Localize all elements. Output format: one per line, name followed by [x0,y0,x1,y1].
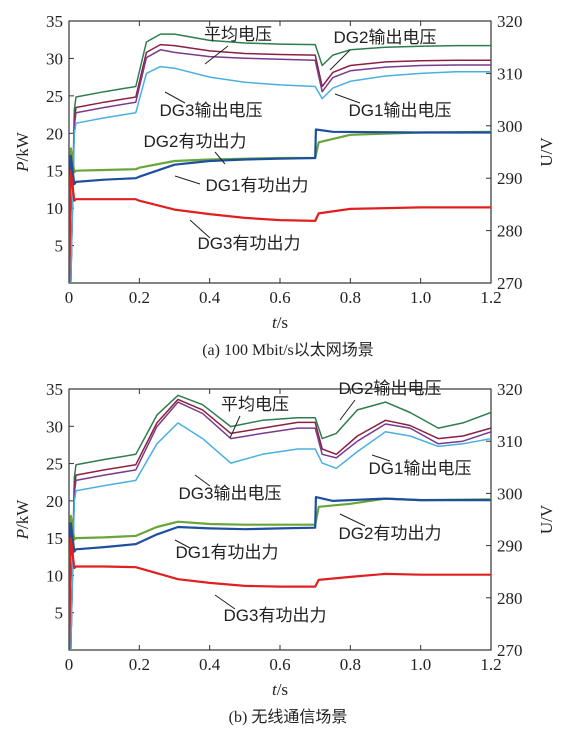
annotation-leader [339,513,366,527]
x-tick-label: 1.0 [410,288,431,307]
y-left-tick-label: 10 [46,566,63,585]
annotation-label: DG3有功出力 [198,234,301,253]
y-left-tick-label: 35 [46,12,63,31]
y-left-axis-label: P/kW [13,131,32,173]
y-left-tick-label: 5 [55,237,64,256]
y-left-tick-label: 20 [46,124,63,143]
x-tick-label: 0 [65,655,74,674]
annotation-leader [204,45,229,65]
series-line-DG3输出电压 [70,65,491,283]
annotation-leader [174,539,191,549]
series-line-DG2有功出力 [69,497,491,650]
series-line-DG2输出电压 [70,394,491,650]
panel-caption: (a) 100 Mbit/s以太网场景 [202,341,374,359]
y-right-tick-label: 310 [497,432,523,451]
annotation-leader [214,594,236,610]
y-right-tick-label: 290 [497,537,523,556]
annotation-label: DG1输出电压 [369,459,472,478]
y-right-tick-label: 320 [497,12,523,31]
x-tick-label: 0.8 [340,655,361,674]
y-right-axis-label: U/V [537,504,556,534]
y-right-tick-label: 270 [497,274,523,293]
y-right-tick-label: 290 [497,169,523,188]
y-right-tick-label: 280 [497,222,523,241]
annotation-label: DG3有功出力 [224,606,327,625]
x-tick-label: 0.6 [269,288,290,307]
annotation-label: DG1有功出力 [176,543,279,562]
x-tick-label: 0.4 [199,288,221,307]
x-tick-label: 0.2 [129,288,150,307]
series-line-DG1有功出力 [69,128,491,283]
annotation-label: DG1有功出力 [206,176,309,195]
series-group [69,33,491,283]
annotation-leader [214,151,226,165]
annotation-label: DG2有功出力 [339,524,442,543]
x-axis-label: t/s [272,680,288,699]
y-right-tick-label: 280 [497,589,523,608]
y-left-axis-label: P/kW [13,499,32,541]
x-tick-label: 0.6 [269,655,290,674]
annotation-leader [329,49,351,71]
annotation-label: 平均电压 [221,395,289,414]
x-tick-label: 0.4 [199,655,221,674]
series-line-平均电压 [70,398,491,650]
y-right-tick-label: 300 [497,117,523,136]
annotation-leader [229,415,241,439]
annotation-label: DG3输出电压 [179,484,282,503]
annotation-label: DG3输出电压 [160,101,263,120]
y-left-tick-label: 5 [55,604,64,623]
x-tick-label: 0.8 [340,288,361,307]
panel-b: 0 0.2 0.4 0.6 0.8 1.0 1.2 5 10 15 20 25 30 35 270 280 29… [13,379,556,726]
y-left-tick-label: 30 [46,49,63,68]
y-left-tick-label: 15 [46,162,63,181]
annotation-label: DG1输出电压 [349,101,452,120]
annotation-label: DG2有功出力 [144,132,247,151]
y-left-tick-label: 10 [46,199,63,218]
series-group [69,394,491,650]
annotation-leader [174,175,201,185]
series-line-DG3输出电压 [70,422,491,650]
annotation-leader [334,93,361,104]
y-left-tick-label: 20 [46,492,63,511]
series-line-平均电压 [70,43,491,283]
y-right-tick-label: 270 [497,641,523,660]
x-tick-label: 1.2 [480,655,501,674]
y-right-tick-label: 310 [497,64,523,83]
y-left-tick-label: 25 [46,455,63,474]
x-axis-label: t/s [272,313,288,332]
annotation-leader [339,399,356,421]
x-tick-label: 1.0 [410,655,431,674]
annotation-label: DG2输出电压 [334,28,437,47]
annotation-leader [164,91,186,104]
y-right-tick-label: 320 [497,380,523,399]
series-line-DG3有功出力 [69,536,491,650]
panel-caption: (b) 无线通信场景 [229,708,348,726]
annotation-label: DG2输出电压 [339,379,442,398]
x-tick-label: 0.2 [129,655,150,674]
series-line-DG1有功出力 [69,496,491,650]
y-right-axis-label: U/V [537,137,556,167]
series-line-DG3有功出力 [69,169,491,283]
annotation-leader [189,219,211,239]
annotation-leader [194,474,211,487]
series-line-DG2有功出力 [69,130,491,283]
annotation-label: 平均电压 [204,25,272,44]
annotation-leader [371,454,391,462]
x-tick-label: 0 [65,288,74,307]
y-left-tick-label: 15 [46,529,63,548]
y-right-tick-label: 300 [497,484,523,503]
y-left-tick-label: 35 [46,380,63,399]
x-tick-label: 1.2 [480,288,501,307]
y-left-tick-label: 25 [46,87,63,106]
series-line-DG1输出电压 [70,49,491,283]
series-line-DG1输出电压 [70,401,491,650]
panel-a: 0 0.2 0.4 0.6 0.8 1.0 1.2 5 10 15 20 25 30 35 270 280 29… [13,12,556,359]
y-left-tick-label: 30 [46,417,63,436]
series-line-DG2输出电压 [70,33,491,283]
